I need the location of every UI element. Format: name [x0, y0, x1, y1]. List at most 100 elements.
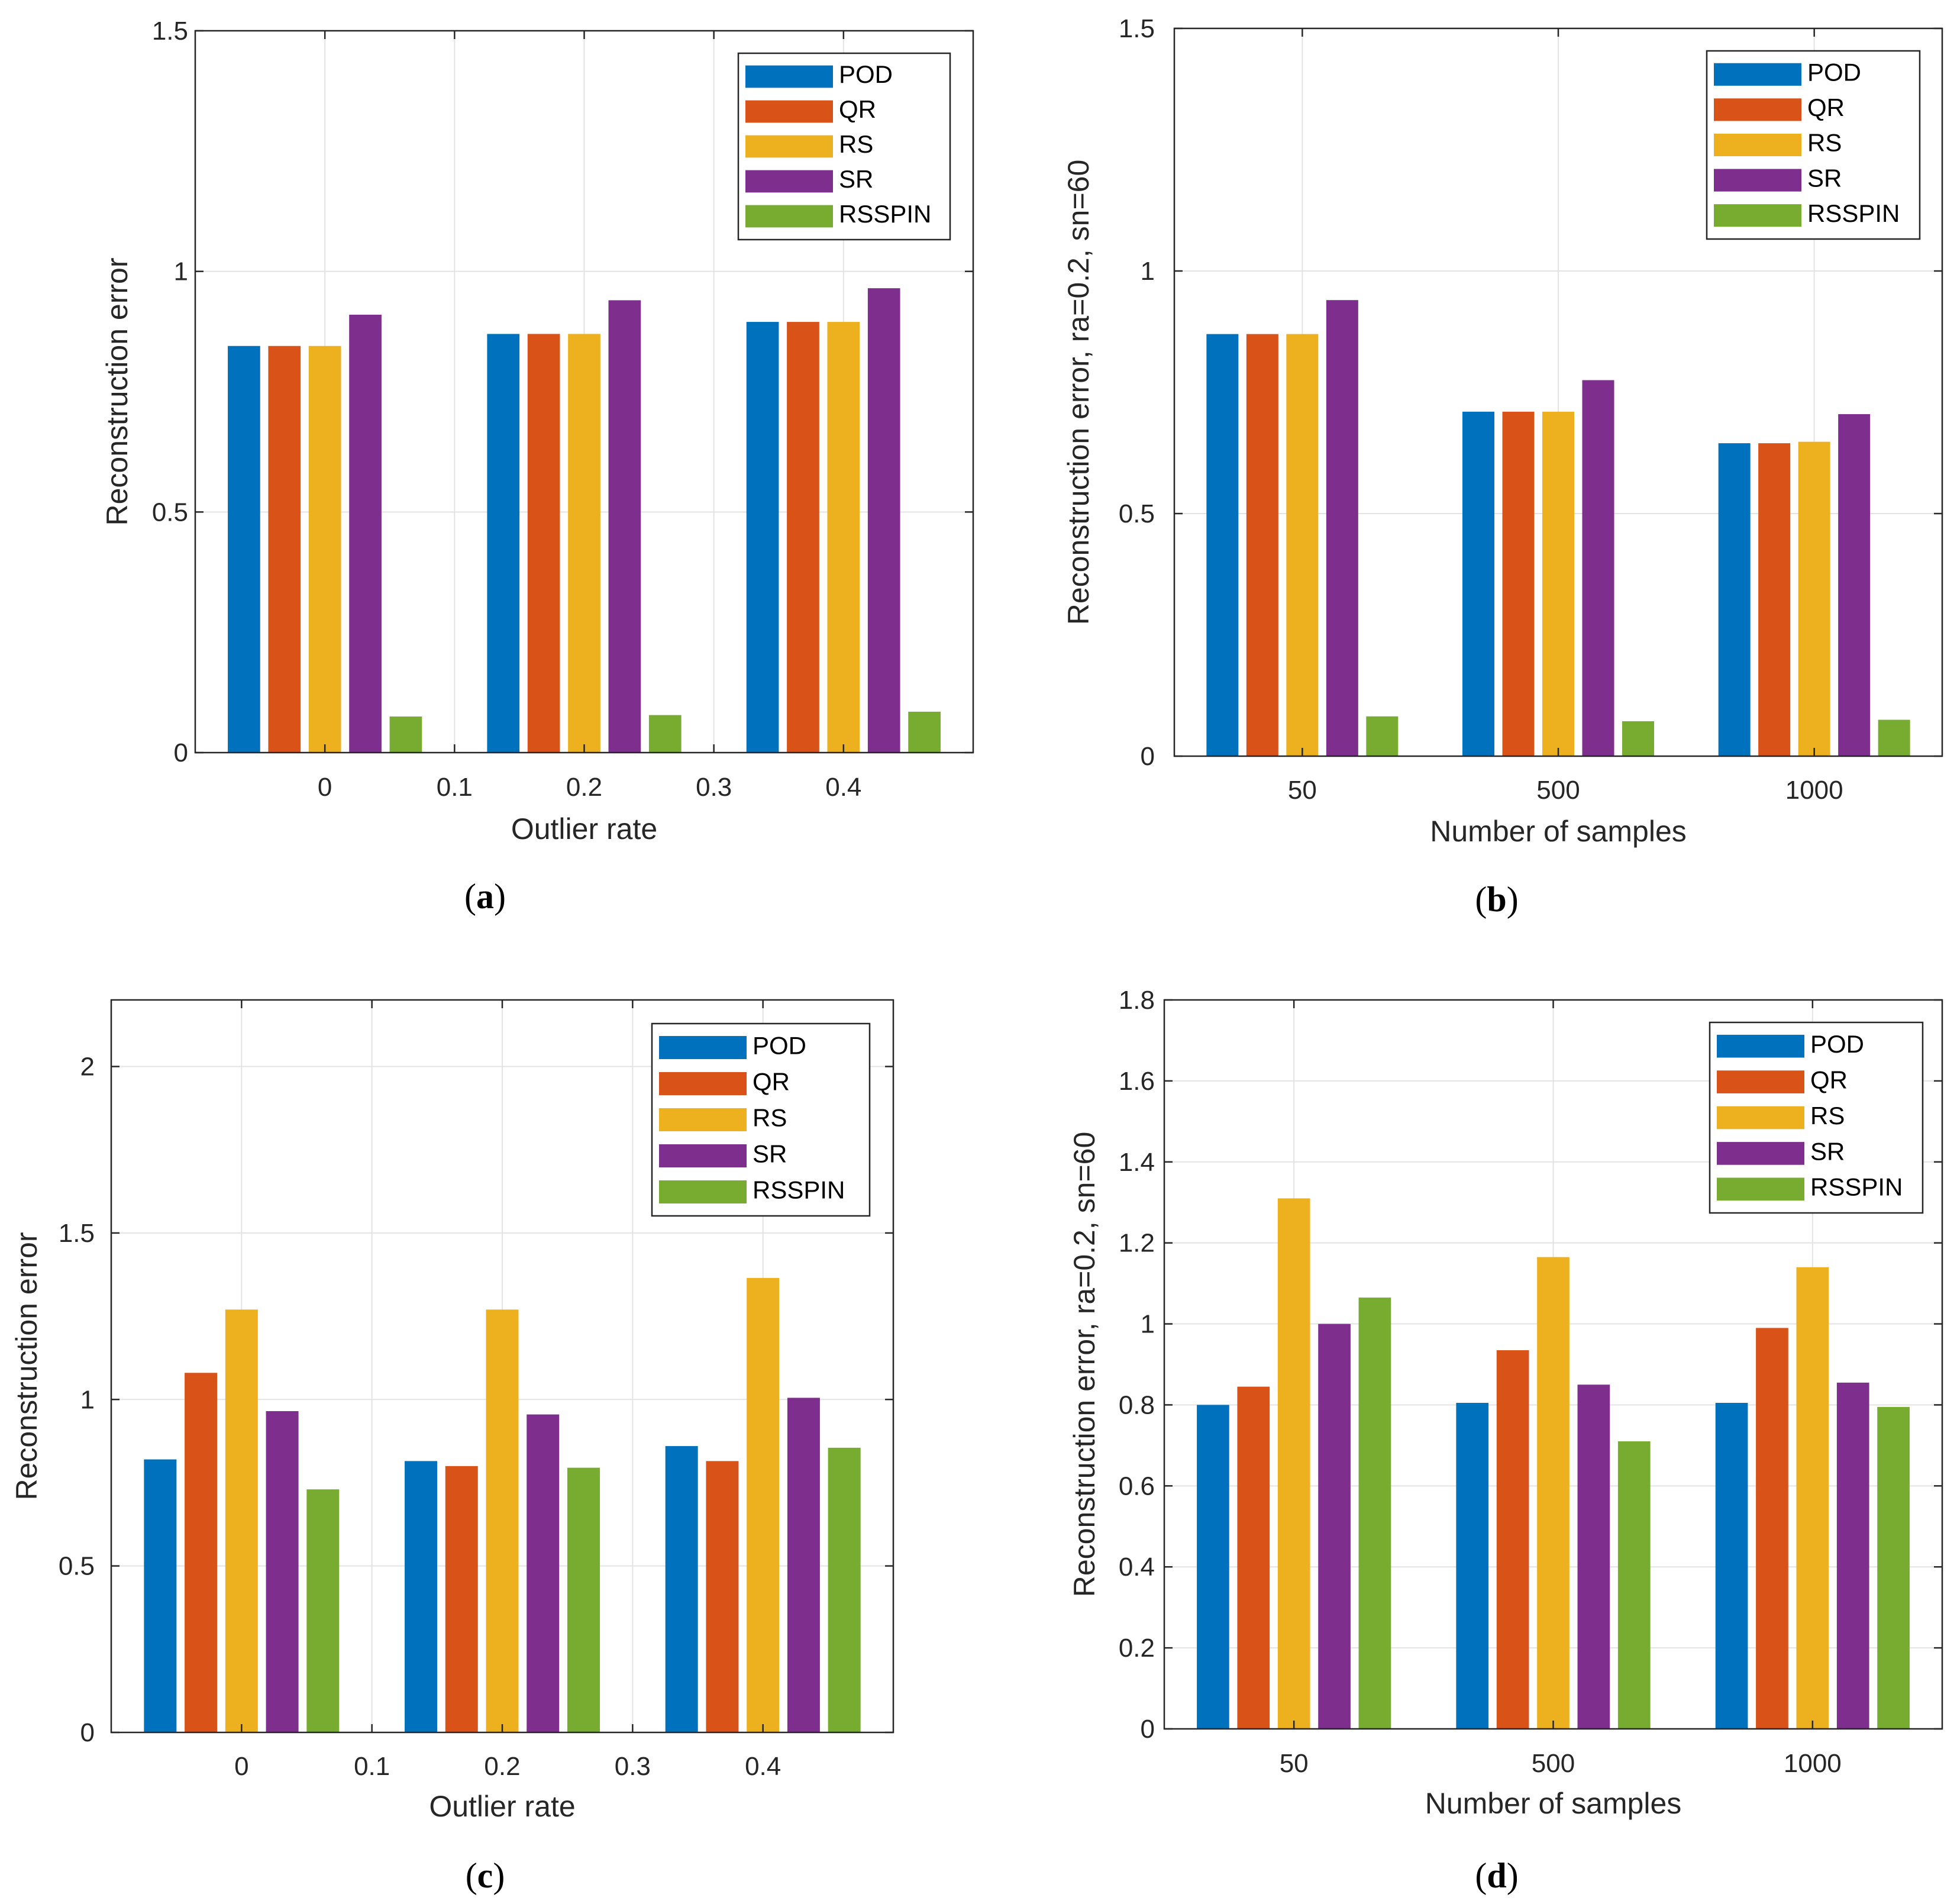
x-axis-label: Number of samples [1425, 1787, 1682, 1820]
legend-label-qr: QR [753, 1067, 790, 1095]
x-tick-label: 0.3 [696, 773, 732, 802]
bar-pod-0 [144, 1459, 177, 1732]
y-tick-label: 0.8 [1119, 1390, 1155, 1419]
caption-letter: a [476, 877, 494, 916]
bar-rsspin-1000 [1877, 1406, 1910, 1729]
caption-paren: ( [464, 877, 476, 916]
x-tick-label: 1000 [1785, 776, 1843, 805]
x-tick-label: 0.1 [354, 1752, 390, 1781]
bar-qr-0.2 [527, 334, 560, 753]
x-axis-label: Outlier rate [511, 812, 657, 845]
bar-rs-1000 [1796, 1267, 1829, 1729]
bar-sr-0.4 [787, 1398, 820, 1732]
legend-swatch-sr [1717, 1142, 1804, 1165]
caption-letter: d [1487, 1856, 1506, 1895]
bar-sr-0 [266, 1411, 299, 1732]
bar-qr-0.4 [706, 1461, 739, 1732]
y-axis-label: Reconstruction error, ra=0.2, sn=60 [1062, 160, 1095, 625]
legend-label-qr: QR [839, 95, 876, 123]
legend-label-pod: POD [1810, 1030, 1864, 1058]
panel-caption: (a) [464, 877, 506, 916]
caption-letter: c [477, 1856, 493, 1895]
caption-letter: b [1487, 880, 1506, 919]
y-tick-label: 0.2 [1119, 1634, 1155, 1663]
bar-rsspin-1000 [1878, 719, 1910, 756]
x-tick-label: 0 [234, 1752, 248, 1781]
bar-qr-0.4 [787, 322, 819, 753]
legend-label-rsspin: RSSPIN [1807, 199, 1900, 227]
bar-qr-500 [1496, 1350, 1529, 1729]
bar-pod-1000 [1718, 443, 1751, 756]
y-tick-label: 1 [174, 257, 188, 286]
y-tick-label: 1.5 [59, 1219, 95, 1248]
caption-paren: ) [1507, 1856, 1519, 1895]
y-tick-label: 1.6 [1119, 1067, 1155, 1096]
bar-rs-500 [1537, 1257, 1570, 1729]
bar-qr-0 [268, 346, 301, 753]
legend-swatch-rsspin [1714, 204, 1801, 227]
bar-pod-50 [1197, 1405, 1229, 1729]
bar-sr-50 [1318, 1324, 1351, 1729]
y-tick-label: 0 [80, 1718, 95, 1747]
bar-pod-1000 [1715, 1403, 1748, 1729]
bar-rs-50 [1277, 1198, 1310, 1729]
y-tick-label: 0.4 [1119, 1553, 1155, 1582]
legend-label-qr: QR [1807, 93, 1845, 121]
bar-pod-0.4 [665, 1446, 698, 1732]
legend-label-rs: RS [839, 130, 873, 158]
caption-paren: ( [1475, 880, 1487, 919]
legend-label-pod: POD [1807, 59, 1861, 86]
y-tick-label: 0.6 [1119, 1471, 1155, 1500]
caption-paren: ) [1507, 880, 1519, 919]
legend-label-pod: POD [753, 1031, 806, 1059]
legend-swatch-sr [659, 1144, 747, 1168]
legend-swatch-rs [1717, 1106, 1804, 1130]
bar-rsspin-0.4 [828, 1447, 861, 1732]
chart-panel-d: 0 0.2 0.4 0.6 0.8 1 1.2 1.4 1.6 1.8 50 500 1000 Numbe… [1068, 986, 1943, 1895]
bar-rsspin-500 [1617, 1441, 1651, 1729]
legend-swatch-sr [745, 170, 833, 193]
bar-sr-500 [1582, 380, 1614, 756]
y-tick-label: 0.5 [1119, 499, 1155, 528]
legend-label-qr: QR [1810, 1066, 1848, 1093]
legend-swatch-pod [745, 65, 833, 88]
y-axis-label: Reconstruction error [101, 258, 134, 526]
y-tick-label: 0 [1141, 742, 1155, 771]
caption-paren: ( [466, 1856, 477, 1895]
legend: POD QR RS SR RSSPIN [737, 52, 951, 241]
chart-panel-a: 0 0.5 1 1.5 0 0.1 0.2 0.3 0.4 Outlier rate Reconst… [101, 17, 974, 916]
bar-rs-0 [308, 346, 341, 753]
y-tick-label: 1.2 [1119, 1229, 1155, 1258]
caption-paren: ( [1475, 1856, 1487, 1895]
chart-panel-c: 0 0.5 1 1.5 2 0 0.1 0.2 0.3 0.4 Outlier rate Recons… [10, 999, 894, 1895]
bar-sr-0.4 [867, 288, 900, 753]
bar-pod-0 [228, 346, 260, 753]
y-tick-label: 2 [80, 1053, 95, 1082]
bar-pod-0.2 [405, 1461, 438, 1732]
bar-qr-50 [1237, 1386, 1270, 1729]
bar-rsspin-0.4 [908, 711, 941, 753]
legend-swatch-rsspin [1717, 1177, 1804, 1201]
bar-sr-50 [1326, 300, 1358, 756]
y-tick-label: 0.5 [152, 498, 188, 527]
legend-swatch-rs [659, 1108, 747, 1132]
bar-sr-1000 [1838, 414, 1871, 756]
bar-rs-0.2 [486, 1309, 519, 1732]
bar-rsspin-50 [1366, 716, 1399, 756]
x-axis-label: Outlier rate [429, 1790, 575, 1823]
legend-swatch-pod [1717, 1034, 1804, 1058]
legend-label-sr: SR [1810, 1137, 1845, 1165]
bar-sr-0.2 [608, 300, 641, 753]
legend-label-rs: RS [753, 1103, 787, 1131]
bar-pod-0.4 [746, 322, 779, 753]
legend-label-sr: SR [1807, 164, 1842, 192]
x-tick-label: 0.4 [825, 773, 861, 802]
bar-rsspin-0.2 [648, 715, 682, 753]
x-tick-label: 500 [1536, 776, 1580, 805]
x-tick-label: 0.1 [437, 773, 473, 802]
bar-rs-0.4 [827, 322, 860, 753]
bar-rs-500 [1542, 411, 1574, 756]
panel-caption: (c) [466, 1856, 505, 1895]
y-tick-label: 0.5 [59, 1552, 95, 1581]
